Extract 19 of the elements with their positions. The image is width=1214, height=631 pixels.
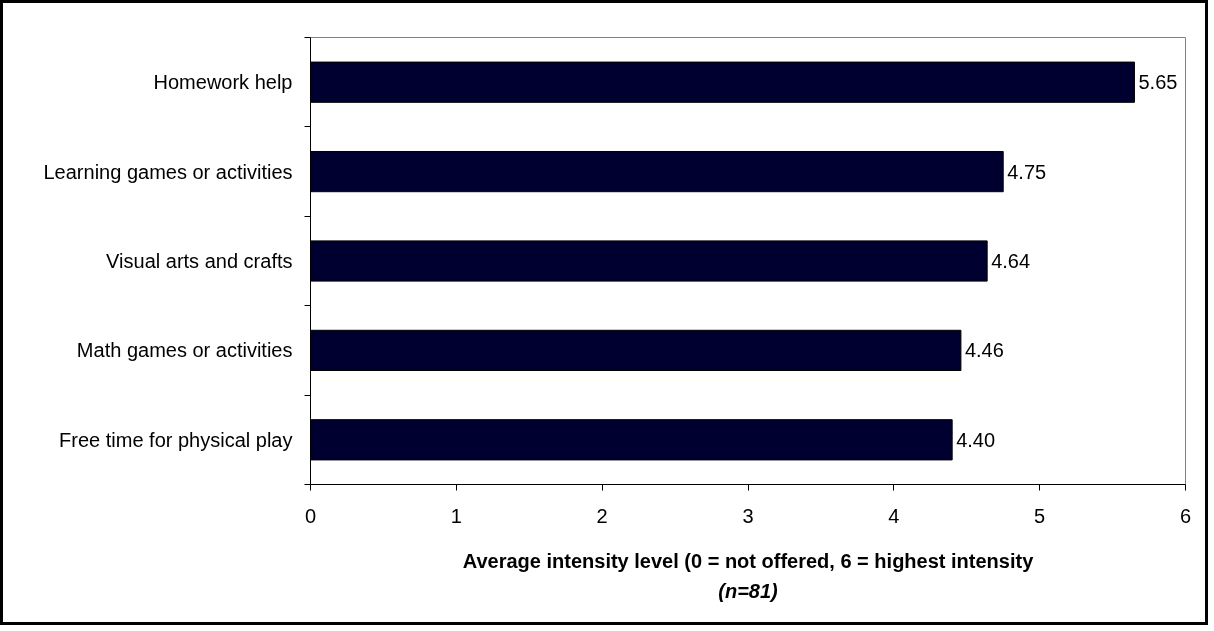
data-label: 4.64 [991,250,1031,272]
x-tick-label: 0 [304,504,317,527]
data-label: 4.75 [1007,160,1047,183]
y-tick-label: Free time for physical play [59,428,293,451]
x-tick-label: 2 [596,504,608,527]
y-tick-label: Homework help [153,71,293,94]
y-tick-label: Math games or activities [76,339,293,362]
x-tick-label: 1 [450,504,462,527]
text: (n=81) [718,579,779,602]
data-label: 5.65 [1138,71,1178,94]
x-tick-label: 6 [1179,504,1192,527]
x-tick-label: 4 [888,504,900,527]
x-tick-label: 5 [1034,504,1046,527]
data-label: 4.40 [956,428,996,451]
y-tick-label: Learning games or activities [43,160,293,183]
data-label: 4.46 [964,339,1004,362]
y-tick-label: Visual arts and crafts [106,250,293,272]
x-axis-title: Average intensity level (0 = not offered, 6 = highest intensity [462,549,1035,572]
x-tick-label: 3 [742,504,754,527]
